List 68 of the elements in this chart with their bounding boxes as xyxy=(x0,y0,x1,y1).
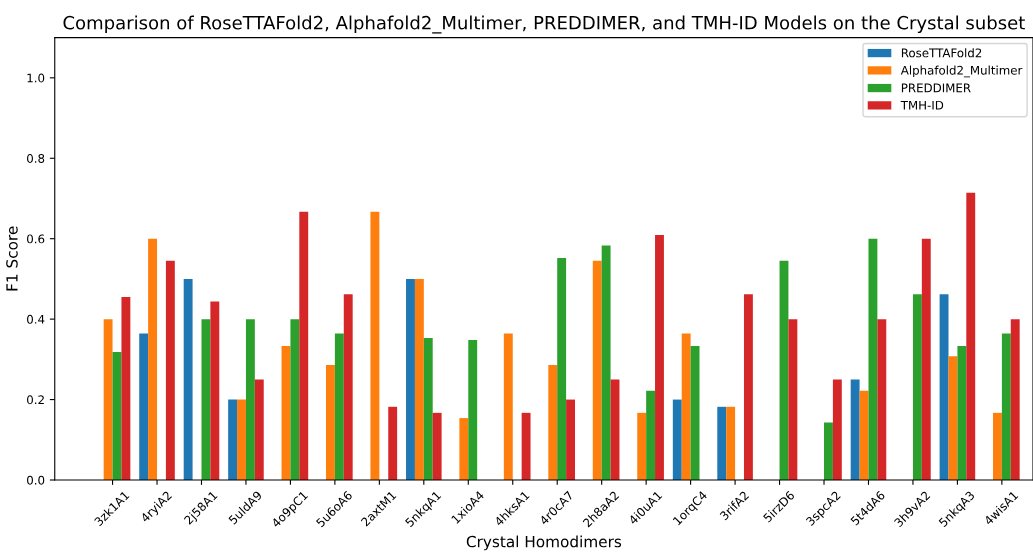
bar xyxy=(637,412,647,480)
bar xyxy=(912,294,922,480)
bar xyxy=(370,211,380,480)
bar xyxy=(690,346,700,480)
bar xyxy=(1001,333,1011,480)
bar xyxy=(165,260,175,480)
bar xyxy=(103,319,113,480)
bar xyxy=(877,319,887,480)
bar xyxy=(201,319,211,480)
bar xyxy=(290,319,300,480)
bar xyxy=(228,399,238,480)
bar xyxy=(459,418,469,480)
legend-label: PREDDIMER xyxy=(901,83,971,93)
bar xyxy=(1010,319,1020,480)
bar xyxy=(646,390,656,480)
legend-label: Alphafold2_Multimer xyxy=(900,65,1023,78)
bar xyxy=(548,364,558,480)
y-tick-label: 0.6 xyxy=(27,234,45,244)
bar xyxy=(299,211,309,480)
bar xyxy=(503,333,513,480)
bar xyxy=(121,297,131,480)
bar xyxy=(592,260,602,480)
y-tick-label: 0.2 xyxy=(27,395,44,405)
bar xyxy=(388,406,398,480)
bar xyxy=(406,278,415,480)
bar xyxy=(788,319,798,480)
bar xyxy=(343,294,353,480)
bar xyxy=(681,333,691,480)
bar xyxy=(939,294,949,480)
bar xyxy=(743,294,753,480)
bar xyxy=(824,422,833,480)
bar xyxy=(521,412,531,480)
y-tick-label: 1.0 xyxy=(27,73,45,83)
y-axis-title: F1 Score xyxy=(6,226,18,291)
bar xyxy=(148,238,158,480)
bar xyxy=(432,412,442,480)
bar xyxy=(921,238,931,480)
bar xyxy=(557,258,567,480)
bar xyxy=(468,340,478,480)
bar xyxy=(850,379,860,480)
bar xyxy=(237,399,246,480)
x-axis-title: Crystal Homodimers xyxy=(466,535,622,551)
legend-label: TMH-ID xyxy=(900,100,944,110)
y-tick-label: 0.8 xyxy=(27,153,45,163)
bar xyxy=(254,379,264,480)
bar xyxy=(832,379,842,480)
bar xyxy=(966,192,976,480)
bar xyxy=(566,399,575,480)
bar xyxy=(139,333,149,480)
bar xyxy=(210,301,220,480)
bar xyxy=(868,238,878,480)
bar xyxy=(992,412,1002,480)
bar xyxy=(334,333,344,480)
bar xyxy=(717,406,727,480)
bar xyxy=(183,278,193,480)
bar xyxy=(672,399,682,480)
bar xyxy=(245,319,255,480)
y-tick-label: 0.4 xyxy=(27,314,45,324)
chart-title: Comparison of RoseTTAFold2, Alphafold2_Multimer, PREDDIMER, and TMH-ID Models on the Crystal subset xyxy=(63,15,1025,34)
bar xyxy=(655,235,664,480)
y-tick-label: 0.0 xyxy=(27,475,45,485)
bar xyxy=(325,364,335,480)
bar xyxy=(957,346,967,480)
bar xyxy=(726,406,736,480)
bar xyxy=(601,245,611,480)
bar xyxy=(423,338,433,480)
bar xyxy=(414,278,424,480)
legend-label: RoseTTAFold2 xyxy=(901,48,982,58)
